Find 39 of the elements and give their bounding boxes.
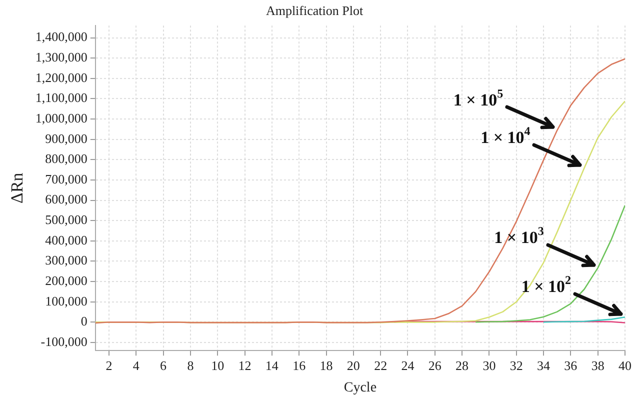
x-tick-label: 32 [510,358,523,373]
x-tick-label: 14 [265,358,279,373]
y-tick-label: 0 [80,314,88,329]
y-tick-label: 900,000 [45,130,88,146]
y-tick-label: 800,000 [45,151,88,166]
x-tick-label: 22 [374,358,388,373]
x-tick-label: 30 [482,358,496,373]
y-tick-label: 600,000 [45,192,88,207]
x-axis-title: Cycle [344,380,377,396]
chart-title: Amplification Plot [266,3,364,18]
y-tick-label: -100,000 [40,334,88,349]
x-tick-label: 40 [618,358,632,373]
y-tick-label: 1,200,000 [35,70,88,85]
x-tick-label: 38 [591,358,604,373]
x-tick-label: 26 [428,358,442,373]
x-tick-label: 24 [401,358,415,373]
y-tick-label: 1,100,000 [35,90,88,106]
x-tick-label: 6 [160,358,168,373]
x-tick-label: 28 [456,358,469,373]
x-tick-label: 10 [211,358,224,373]
y-axis-title: ΔRn [8,172,27,204]
x-tick-label: 36 [564,358,578,373]
x-tick-label: 18 [320,358,333,373]
x-tick-label: 20 [346,358,360,373]
x-tick-label: 2 [106,358,112,373]
y-tick-label: 1,000,000 [35,110,88,126]
y-tick-label: 300,000 [45,252,88,268]
x-tick-label: 12 [238,358,252,373]
y-tick-label: 100,000 [45,293,88,308]
y-tick-label: 1,300,000 [35,50,88,65]
x-tick-label: 16 [292,358,306,373]
y-tick-label: 400,000 [45,232,88,248]
y-tick-label: 500,000 [45,212,88,228]
x-tick-label: 34 [537,358,551,373]
y-tick-label: 200,000 [45,272,88,288]
x-tick-label: 4 [132,358,140,373]
y-tick-label: 1,400,000 [35,29,88,44]
y-tick-label: 700,000 [45,171,88,186]
x-tick-label: 8 [187,358,194,373]
